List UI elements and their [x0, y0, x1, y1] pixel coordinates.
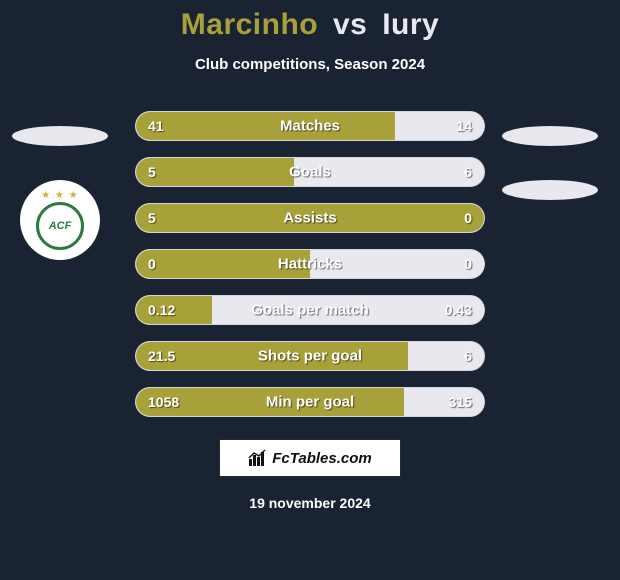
stat-fill-right	[408, 342, 484, 370]
club-badge-chapecoense: ★ ★ ★ ACF	[20, 180, 100, 260]
stat-value-right: 6	[464, 348, 472, 364]
stat-value-left: 5	[148, 210, 156, 226]
vs-label: vs	[333, 8, 367, 41]
stat-label: Min per goal	[266, 394, 354, 411]
date-label: 19 november 2024	[0, 495, 620, 511]
stat-value-right: 315	[449, 394, 472, 410]
stat-fill-left	[136, 158, 294, 186]
stat-value-right: 6	[464, 164, 472, 180]
stats-rows: 41 14 Matches 5 6 Goals 5 0 Assists 0 0 Hattricks 0.…	[0, 111, 620, 417]
stat-value-right: 0	[464, 210, 472, 226]
stat-label: Shots per goal	[258, 348, 362, 365]
stat-value-left: 21.5	[148, 348, 175, 364]
content-wrapper: Marcinho vs Iury Club competitions, Seas…	[0, 0, 620, 580]
stat-label: Matches	[280, 118, 340, 135]
stat-row: 5 0 Assists	[135, 203, 485, 233]
stat-value-left: 0.12	[148, 302, 175, 318]
stat-row: 5 6 Goals	[135, 157, 485, 187]
comparison-title: Marcinho vs Iury	[0, 8, 620, 42]
stat-label: Goals per match	[251, 302, 369, 319]
badge-initials: ACF	[49, 220, 72, 232]
stat-row: 1058 315 Min per goal	[135, 387, 485, 417]
player1-name: Marcinho	[181, 8, 318, 41]
club-slot-right-mid	[502, 180, 598, 200]
stat-label: Goals	[289, 164, 331, 181]
stat-row: 0.12 0.43 Goals per match	[135, 295, 485, 325]
stat-value-right: 14	[456, 118, 472, 134]
stat-value-right: 0.43	[445, 302, 472, 318]
stat-value-right: 0	[464, 256, 472, 272]
stat-row: 21.5 6 Shots per goal	[135, 341, 485, 371]
brand-chart-icon	[248, 449, 268, 467]
club-slot-left-top	[12, 126, 108, 146]
stat-fill-right	[404, 388, 484, 416]
stat-label: Hattricks	[278, 256, 342, 273]
badge-stars-icon: ★ ★ ★	[41, 190, 78, 201]
player2-name: Iury	[382, 8, 439, 41]
stat-label: Assists	[283, 210, 336, 227]
subtitle: Club competitions, Season 2024	[0, 56, 620, 73]
stat-row: 41 14 Matches	[135, 111, 485, 141]
stat-value-left: 1058	[148, 394, 179, 410]
stat-row: 0 0 Hattricks	[135, 249, 485, 279]
brand-box[interactable]: FcTables.com	[219, 439, 401, 477]
stat-value-left: 5	[148, 164, 156, 180]
brand-text: FcTables.com	[272, 450, 371, 467]
stat-value-left: 0	[148, 256, 156, 272]
stat-fill-left	[136, 112, 395, 140]
badge-shield: ACF	[36, 202, 84, 250]
club-slot-right-top	[502, 126, 598, 146]
stat-value-left: 41	[148, 118, 164, 134]
